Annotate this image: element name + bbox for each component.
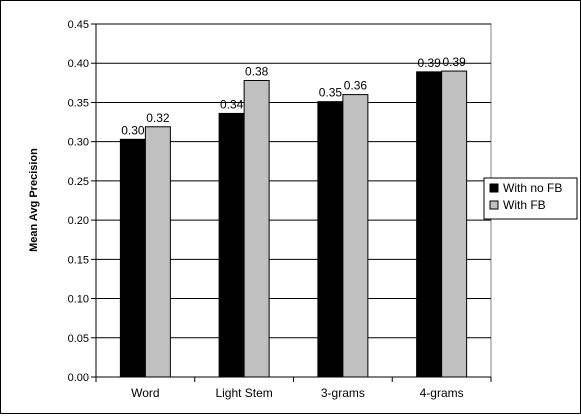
data-label: 0.39 <box>442 55 466 69</box>
bar <box>342 94 369 378</box>
y-tick-label: 0.45 <box>68 19 89 31</box>
x-tick-label: Light Stem <box>215 386 272 400</box>
legend-box <box>483 177 578 220</box>
y-tick-label: 0.00 <box>68 372 89 384</box>
legend-label: With FB <box>503 198 546 212</box>
bar <box>218 112 245 378</box>
data-label: 0.30 <box>121 123 145 137</box>
bar <box>416 71 443 378</box>
y-tick-label: 0.30 <box>68 137 89 149</box>
x-tick-label: Word <box>131 386 159 400</box>
y-tick-label: 0.20 <box>68 215 89 227</box>
data-label: 0.36 <box>344 79 368 93</box>
y-tick-label: 0.05 <box>68 333 89 345</box>
bar <box>441 70 468 378</box>
bar <box>144 126 171 378</box>
legend-label: With no FB <box>503 181 562 195</box>
x-tick-label: 4-grams <box>420 386 464 400</box>
bar <box>317 101 344 378</box>
y-axis-title: Mean Avg Precision <box>28 148 40 252</box>
data-label: 0.34 <box>220 97 244 111</box>
bar <box>119 138 146 378</box>
bars <box>119 70 468 378</box>
y-tick-label: 0.40 <box>68 58 89 70</box>
data-label: 0.39 <box>417 56 441 70</box>
y-tick-label: 0.15 <box>68 254 89 266</box>
y-tick-label: 0.10 <box>68 294 89 306</box>
x-tick-label: 3-grams <box>321 386 365 400</box>
legend-swatch <box>489 183 499 193</box>
legend: With no FB With FB <box>483 177 578 220</box>
legend-swatch <box>489 200 499 210</box>
bar <box>243 79 270 378</box>
data-label: 0.38 <box>245 64 269 78</box>
data-label: 0.32 <box>146 111 170 125</box>
y-tick-label: 0.35 <box>68 97 89 109</box>
axes: 0.00 0.05 0.10 0.15 0.20 0.25 0.30 0.35 0.40 0.45… <box>68 19 492 400</box>
y-tick-label: 0.25 <box>68 176 89 188</box>
data-labels: 0.300.32 0.34 0.38 0.350.36 0.39 0.39 <box>121 55 466 137</box>
data-label: 0.35 <box>319 86 343 100</box>
